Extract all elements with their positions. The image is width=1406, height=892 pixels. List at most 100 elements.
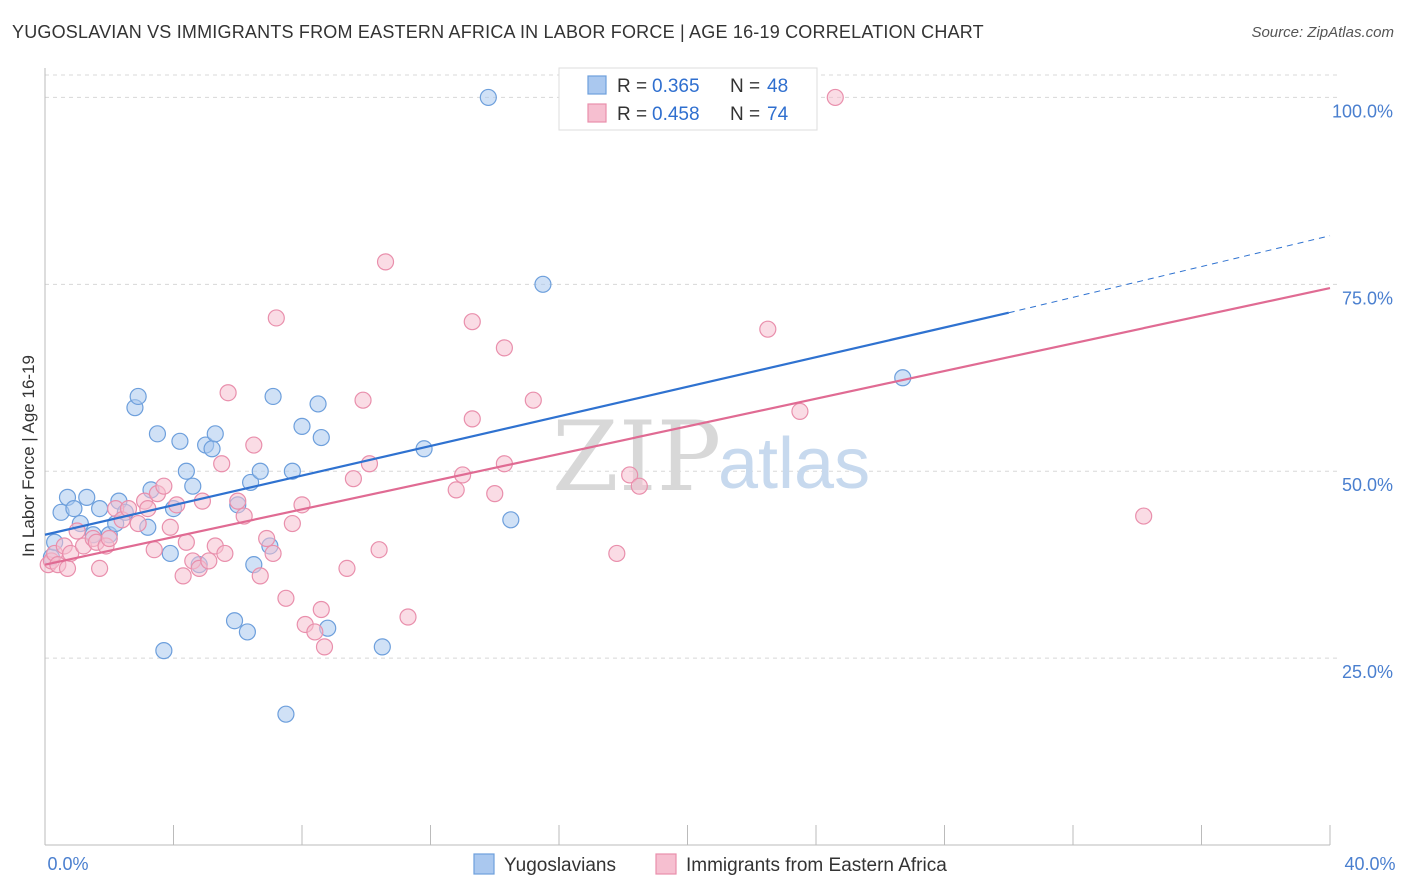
yugoslavian-point bbox=[283, 462, 301, 480]
eastern-africa-trend-line bbox=[44, 286, 1331, 566]
yugoslavian-point bbox=[78, 488, 96, 506]
yugoslavian-point bbox=[148, 425, 167, 443]
yugoslavian-point bbox=[155, 642, 173, 660]
eastern-africa-point bbox=[306, 623, 324, 641]
eastern-africa-point bbox=[177, 533, 195, 551]
legend-n-label-2: N = bbox=[730, 104, 760, 125]
yugoslavian-point bbox=[502, 511, 520, 529]
bottom-legend-label-eastern-africa: Immigrants from Eastern Africa bbox=[686, 855, 947, 876]
eastern-africa-point bbox=[193, 492, 212, 510]
series-legend: Yugoslavians Immigrants from Eastern Afr… bbox=[473, 853, 947, 876]
eastern-africa-point bbox=[91, 559, 109, 577]
eastern-africa-point bbox=[245, 436, 263, 454]
eastern-africa-point bbox=[338, 559, 356, 577]
grid-layer bbox=[45, 74, 1340, 659]
legend-r-label-2: R = bbox=[617, 104, 647, 125]
eastern-africa-point bbox=[258, 529, 276, 548]
y-tick-label: 100.0% bbox=[1332, 101, 1393, 121]
x-tick-label: 0.0% bbox=[47, 854, 88, 874]
eastern-africa-point bbox=[370, 541, 388, 559]
yugoslavian-point bbox=[171, 432, 189, 450]
yugoslavian-point bbox=[309, 395, 327, 413]
yugoslavian-point bbox=[65, 499, 83, 518]
legend-n-value-1: 48 bbox=[767, 76, 788, 97]
eastern-africa-point bbox=[1135, 507, 1153, 525]
y-tick-label: 75.0% bbox=[1342, 288, 1393, 308]
y-axis-label: In Labor Force | Age 16-19 bbox=[19, 355, 38, 557]
eastern-africa-point bbox=[344, 470, 362, 488]
eastern-africa-point bbox=[174, 567, 192, 585]
eastern-africa-point bbox=[759, 320, 777, 338]
eastern-africa-point bbox=[100, 529, 118, 548]
watermark-zip: ZIP bbox=[552, 401, 721, 513]
eastern-africa-point bbox=[399, 608, 417, 626]
legend-swatch-eastern-africa bbox=[587, 103, 607, 123]
eastern-africa-point bbox=[161, 518, 179, 536]
source-credit: Source: ZipAtlas.com bbox=[1251, 24, 1394, 41]
legend-r-value-2: 0.458 bbox=[652, 104, 700, 125]
eastern-africa-point bbox=[283, 514, 301, 533]
yugoslavian-point bbox=[184, 477, 202, 495]
bottom-legend-swatch-yugoslavians bbox=[473, 853, 495, 875]
stats-legend: R = 0.365 N = 48 R = 0.458 N = 74 bbox=[558, 67, 818, 131]
eastern-africa-point bbox=[312, 600, 330, 619]
eastern-africa-point bbox=[376, 253, 395, 271]
eastern-africa-point bbox=[524, 391, 542, 409]
legend-r-label-1: R = bbox=[617, 76, 647, 97]
yugoslavian-point bbox=[277, 705, 295, 723]
eastern-africa-point bbox=[129, 514, 147, 533]
eastern-africa-point bbox=[251, 567, 269, 585]
yugoslavian-point bbox=[129, 387, 147, 406]
yugoslavian-point bbox=[91, 499, 109, 518]
eastern-africa-point bbox=[264, 544, 282, 563]
bottom-legend-swatch-eastern-africa bbox=[655, 853, 677, 875]
eastern-africa-point bbox=[463, 313, 481, 331]
y-tick-label: 25.0% bbox=[1342, 662, 1393, 682]
legend-n-value-2: 74 bbox=[767, 104, 789, 125]
eastern-africa-point bbox=[200, 552, 218, 570]
yugoslavian-point bbox=[203, 440, 221, 458]
yugoslavian-point bbox=[293, 417, 311, 435]
eastern-africa-point bbox=[155, 477, 173, 495]
yugoslavian-point bbox=[238, 623, 256, 641]
legend-n-label-1: N = bbox=[730, 76, 760, 97]
eastern-africa-point bbox=[213, 455, 231, 473]
eastern-africa-point bbox=[826, 88, 844, 107]
eastern-africa-point bbox=[791, 402, 809, 421]
yugoslavian-trend-extension bbox=[1008, 235, 1331, 314]
legend-swatch-yugoslavians bbox=[587, 75, 607, 95]
eastern-africa-point bbox=[145, 541, 163, 559]
x-tick-label: 40.0% bbox=[1344, 854, 1395, 874]
yugoslavian-point bbox=[177, 462, 195, 480]
eastern-africa-point bbox=[216, 544, 234, 563]
yugoslavian-trend-line bbox=[44, 311, 1009, 536]
eastern-africa-point bbox=[621, 466, 639, 484]
eastern-africa-point bbox=[354, 391, 372, 409]
chart-title: YUGOSLAVIAN VS IMMIGRANTS FROM EASTERN A… bbox=[12, 22, 984, 42]
eastern-africa-point bbox=[486, 485, 504, 503]
yugoslavian-point bbox=[479, 88, 497, 107]
yugoslavian-point bbox=[534, 275, 552, 293]
eastern-africa-point bbox=[267, 309, 285, 327]
yugoslavian-point bbox=[161, 544, 179, 563]
eastern-africa-point bbox=[229, 492, 247, 510]
bottom-legend-label-yugoslavians: Yugoslavians bbox=[504, 855, 616, 876]
eastern-africa-point bbox=[608, 544, 626, 563]
eastern-africa-point bbox=[315, 638, 334, 656]
yugoslavian-point bbox=[264, 387, 282, 406]
eastern-africa-point bbox=[495, 339, 513, 357]
watermark-atlas: atlas bbox=[718, 424, 870, 504]
eastern-africa-point bbox=[139, 499, 157, 518]
eastern-africa-point bbox=[277, 589, 295, 607]
legend-r-value-1: 0.365 bbox=[652, 76, 700, 97]
yugoslavian-point bbox=[373, 638, 391, 656]
yugoslavian-point bbox=[225, 612, 244, 630]
axis-layer: 25.0% 50.0% 75.0% 100.0% 0.0% 40.0% bbox=[44, 68, 1396, 874]
eastern-africa-point bbox=[630, 477, 648, 495]
y-tick-label: 50.0% bbox=[1342, 475, 1393, 495]
eastern-africa-point bbox=[219, 384, 237, 402]
yugoslavian-point bbox=[206, 425, 224, 443]
watermark: ZIP atlas bbox=[552, 401, 870, 513]
yugoslavian-point bbox=[312, 428, 330, 447]
